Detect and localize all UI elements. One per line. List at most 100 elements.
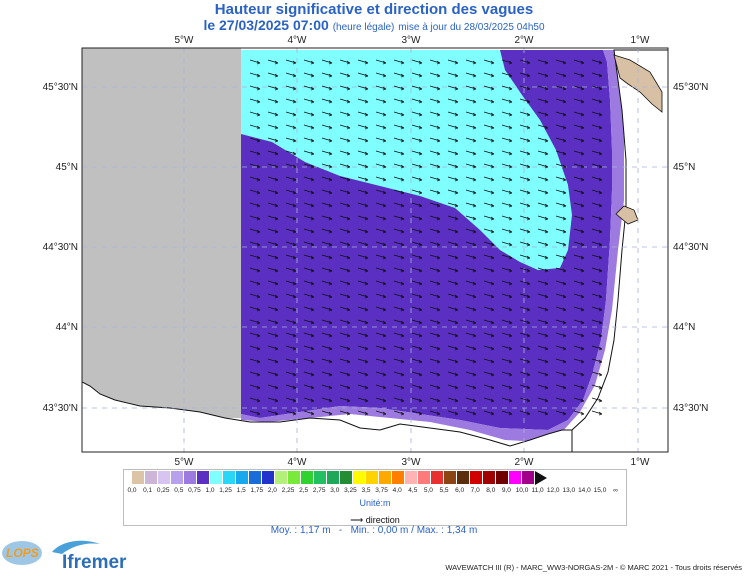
direction-arrow: [465, 137, 477, 143]
direction-arrow: [537, 85, 549, 91]
direction-arrow: [519, 371, 531, 377]
direction-arrow: [501, 267, 513, 273]
direction-arrow: [339, 410, 351, 416]
direction-arrow: [519, 241, 531, 247]
direction-arrow: [447, 215, 459, 221]
direction-arrow: [339, 150, 351, 156]
direction-arrow: [483, 137, 495, 143]
direction-arrow: [411, 410, 423, 416]
direction-arrow: [537, 332, 549, 338]
direction-arrow: [465, 280, 477, 286]
direction-arrow: [447, 332, 459, 338]
direction-arrow: [573, 371, 585, 377]
direction-arrow: [321, 319, 333, 325]
direction-arrow: [339, 124, 351, 130]
direction-arrow: [447, 111, 459, 117]
direction-arrow: [555, 358, 567, 364]
direction-arrow: [465, 267, 477, 273]
direction-arrow: [321, 137, 333, 143]
direction-arrow: [249, 124, 261, 130]
direction-arrow: [429, 72, 441, 78]
direction-arrow: [537, 267, 549, 273]
direction-arrow: [303, 202, 315, 208]
direction-arrow: [321, 59, 333, 65]
direction-arrow: [519, 384, 531, 390]
direction-arrow: [357, 189, 369, 195]
direction-arrow: [501, 150, 513, 156]
legend-swatch: [392, 471, 405, 484]
direction-arrow: [393, 410, 405, 416]
direction-arrow: [519, 137, 531, 143]
direction-arrow: [555, 163, 567, 169]
direction-arrow: [411, 397, 423, 403]
direction-arrow: [447, 358, 459, 364]
direction-arrow: [393, 319, 405, 325]
direction-arrow: [501, 163, 513, 169]
direction-arrow: [267, 202, 279, 208]
direction-arrow: [411, 306, 423, 312]
legend-tick-label: 4,5: [408, 487, 418, 494]
direction-arrow: [429, 306, 441, 312]
direction-arrow: [519, 72, 531, 78]
direction-arrow: [483, 319, 495, 325]
gironde-estuary: [613, 54, 663, 113]
direction-arrow: [447, 85, 459, 91]
direction-arrow: [411, 202, 423, 208]
direction-arrow: [357, 241, 369, 247]
direction-arrow: [393, 150, 405, 156]
legend-tick-label: 3,25: [344, 487, 357, 494]
direction-arrow: [537, 176, 549, 182]
direction-arrow: [537, 293, 549, 299]
direction-arrow: [303, 293, 315, 299]
direction-arrow: [447, 306, 459, 312]
direction-arrow: [285, 72, 297, 78]
direction-arrow: [555, 345, 567, 351]
direction-arrow: [393, 59, 405, 65]
direction-arrow: [573, 215, 585, 221]
direction-arrow: [375, 306, 387, 312]
legend-tick-label: 1,0: [205, 487, 215, 494]
direction-arrow: [375, 319, 387, 325]
direction-arrow: [429, 163, 441, 169]
direction-arrow: [393, 98, 405, 104]
direction-arrow: [483, 202, 495, 208]
direction-arrow: [303, 332, 315, 338]
legend-tick-label: 5,5: [439, 487, 449, 494]
legend-swatch: [275, 471, 288, 484]
legend-tick-label: 0,25: [156, 487, 170, 494]
direction-arrow: [447, 72, 459, 78]
direction-arrow: [339, 72, 351, 78]
direction-arrow: [573, 241, 585, 247]
lon-label: 4°W: [288, 35, 308, 46]
direction-arrow: [573, 332, 585, 338]
direction-arrow: [537, 228, 549, 234]
direction-arrow: [447, 280, 459, 286]
direction-arrow: [249, 72, 261, 78]
direction-arrow: [411, 345, 423, 351]
direction-arrow: [537, 202, 549, 208]
direction-arrow: [375, 150, 387, 156]
direction-arrow: [393, 163, 405, 169]
direction-arrow: [303, 397, 315, 403]
direction-arrow: [591, 202, 603, 208]
direction-arrow: [555, 280, 567, 286]
direction-arrow: [303, 306, 315, 312]
direction-arrow: [429, 358, 441, 364]
direction-arrow: [519, 176, 531, 182]
legend-tick-label: 1,5: [236, 487, 246, 494]
direction-arrow: [285, 241, 297, 247]
direction-arrow: [591, 59, 603, 65]
direction-arrow: [591, 111, 603, 117]
direction-arrow: [429, 228, 441, 234]
direction-arrow: [519, 150, 531, 156]
direction-arrow: [321, 280, 333, 286]
direction-arrow: [357, 202, 369, 208]
map-frame: [81, 47, 669, 453]
direction-arrow: [483, 397, 495, 403]
direction-arrow: [555, 254, 567, 260]
direction-arrow: [375, 176, 387, 182]
direction-arrow: [339, 189, 351, 195]
direction-arrow: [429, 241, 441, 247]
direction-arrow: [501, 189, 513, 195]
direction-arrow: [429, 59, 441, 65]
